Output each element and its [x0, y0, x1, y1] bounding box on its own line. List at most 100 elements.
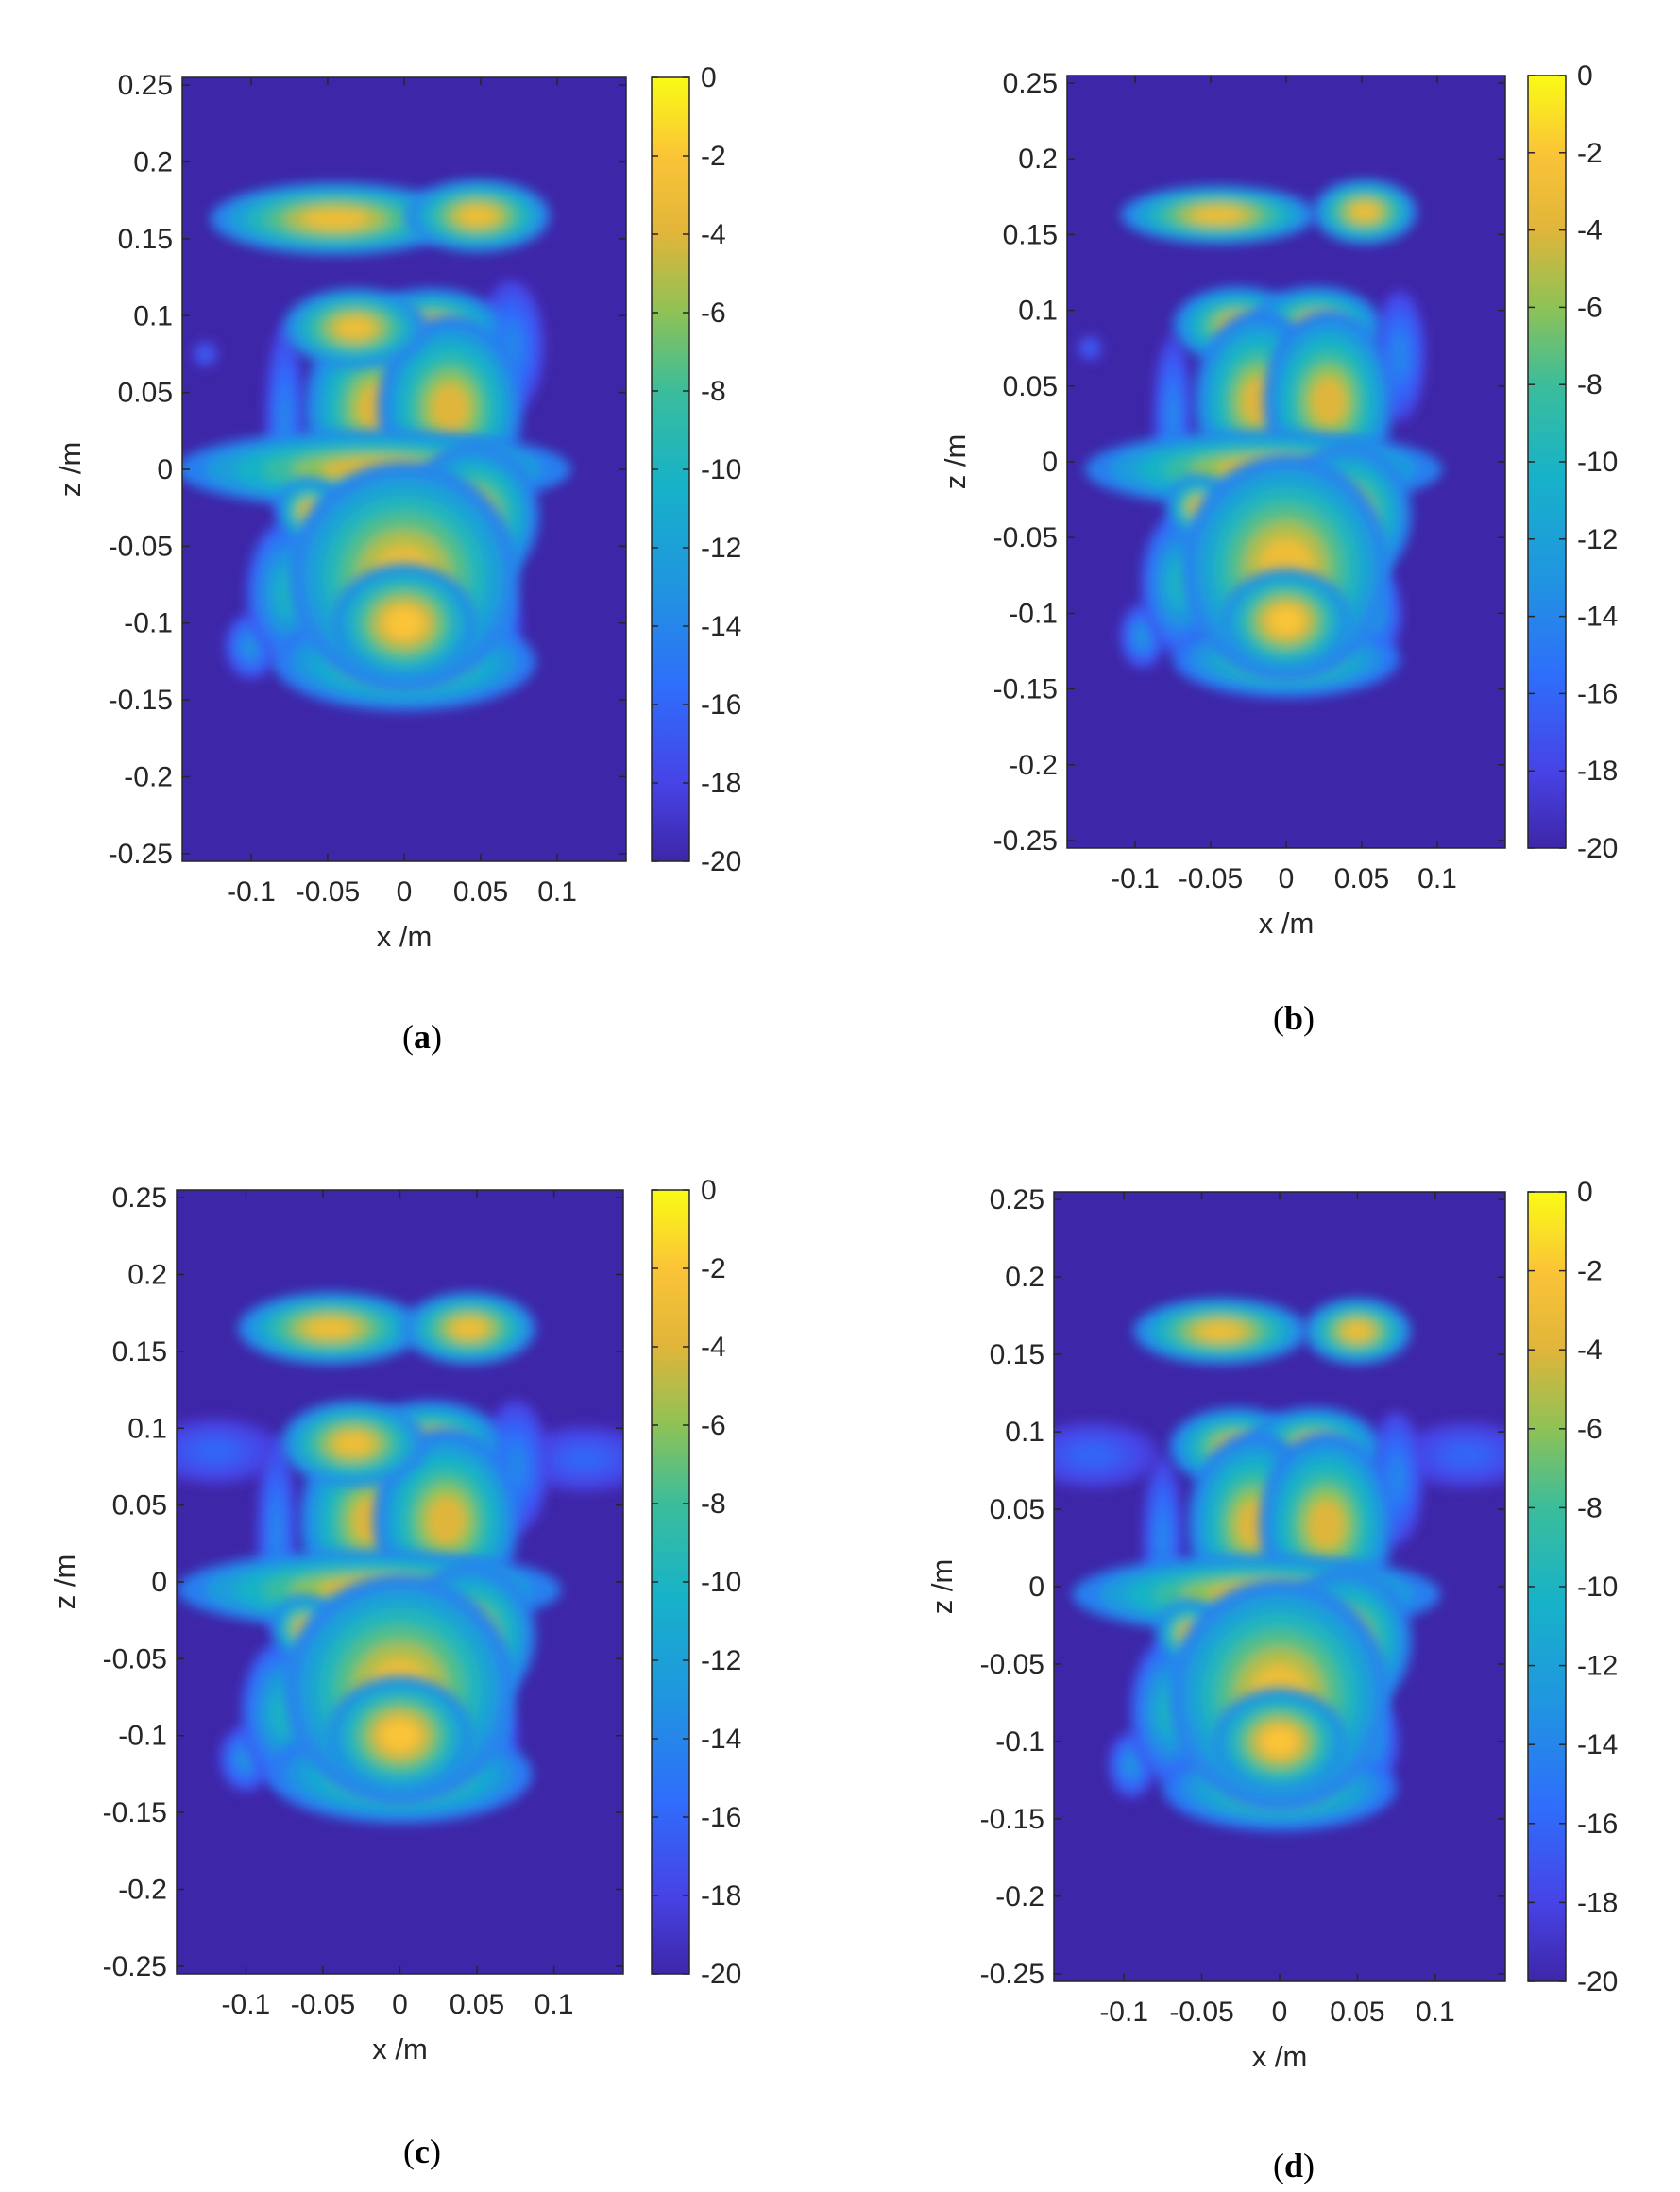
x-tick-label: 0 [1279, 863, 1295, 894]
heatmap-blob [1399, 1421, 1505, 1488]
y-tick-label: 0.15 [118, 224, 173, 255]
y-tick-label: -0.1 [995, 1726, 1044, 1758]
y-tick-label: -0.15 [980, 1804, 1044, 1835]
colorbar-tick-label: -6 [701, 297, 726, 329]
colorbar-tick-label: -16 [701, 689, 741, 721]
heatmap-cell [431, 383, 469, 433]
y-tick-label: 0.2 [1018, 144, 1058, 175]
heatmap-blob [405, 178, 551, 252]
panel-caption: (a) [402, 1018, 442, 1056]
colorbar-tick-label: -10 [1577, 447, 1618, 478]
heatmap-blob [1221, 569, 1351, 673]
x-tick-label: -0.1 [1111, 863, 1160, 894]
y-tick-label: 0.05 [990, 1494, 1044, 1525]
heatmap-cell [1262, 1727, 1298, 1756]
colorbar-tick-label: -2 [1577, 1256, 1603, 1287]
y-tick-label: 0 [157, 454, 173, 485]
heatmap-cell [1125, 1756, 1138, 1774]
colorbar-tick-label: -6 [1577, 292, 1603, 323]
heatmap-blob [177, 1418, 281, 1485]
heatmap-cell [458, 206, 497, 226]
y-axis-label: z /m [939, 434, 972, 490]
heatmap-cell [201, 350, 209, 358]
colorbar-tick-label: -2 [701, 1253, 726, 1284]
colorbar-tick-label: -6 [1577, 1414, 1603, 1445]
y-axis-label: z /m [48, 1555, 81, 1610]
colorbar-tick-label: -16 [1577, 678, 1618, 709]
y-tick-label: 0.25 [118, 70, 173, 101]
colorbar-tick-label: -20 [701, 1959, 741, 1990]
heatmap-cell [1343, 1322, 1372, 1340]
colorbar-tick-label: -16 [701, 1802, 741, 1833]
x-tick-label: 0.05 [1330, 1997, 1384, 2028]
heatmap-cell [451, 1318, 487, 1338]
y-tick-label: 0.2 [133, 147, 173, 178]
x-tick-label: -0.1 [222, 1989, 271, 2020]
y-tick-label: 0.25 [1003, 68, 1058, 99]
heatmap-blob [1264, 310, 1394, 493]
heatmap-blob [327, 1675, 473, 1795]
heatmap-layer [182, 178, 571, 711]
colorbar-tick-label: -20 [701, 846, 741, 877]
heatmap-cell [1086, 345, 1094, 352]
y-tick-label: 0.1 [1005, 1417, 1044, 1448]
heatmap-layer [177, 1291, 623, 1824]
colorbar-tick-label: -4 [701, 1332, 726, 1363]
heatmap-cell [506, 1449, 525, 1485]
x-axis-label: x /m [1259, 907, 1315, 940]
colorbar-tick-label: -14 [1577, 1729, 1618, 1760]
y-tick-label: -0.25 [103, 1951, 167, 1982]
colorbar-tick-label: -14 [701, 1724, 741, 1755]
heatmap-cell [1192, 207, 1245, 223]
heatmap-layer [1054, 1298, 1505, 1831]
heatmap-cell [1167, 395, 1179, 438]
heatmap-cell [244, 637, 259, 655]
y-tick-label: -0.2 [124, 761, 173, 792]
x-tick-label: -0.05 [1169, 1997, 1233, 2028]
y-tick-label: 0.1 [127, 1413, 167, 1444]
x-tick-label: 0.05 [453, 876, 508, 908]
heatmap-cell [1350, 203, 1379, 221]
x-tick-label: 0.1 [1416, 1997, 1455, 2028]
heatmap-blob [1077, 334, 1103, 362]
y-tick-label: 0.05 [1003, 371, 1058, 402]
heatmap-cell [1449, 1446, 1485, 1464]
heatmap-cell [567, 1450, 602, 1469]
colorbar-tick-label: -10 [1577, 1572, 1618, 1603]
colorbar-tick-label: -2 [1577, 138, 1603, 169]
colorbar-tick-label: -4 [1577, 215, 1603, 246]
heatmap-cell [197, 1442, 233, 1460]
y-axis-label: z /m [925, 1559, 959, 1615]
y-tick-label: -0.25 [980, 1959, 1044, 1990]
y-tick-label: 0.05 [112, 1490, 167, 1521]
colorbar-tick-label: -6 [701, 1410, 726, 1441]
heatmap-cell [306, 1318, 355, 1338]
y-tick-label: -0.15 [993, 674, 1058, 705]
heatmap-blob [1213, 1688, 1347, 1795]
x-axis-label: x /m [377, 920, 433, 953]
x-tick-label: 0.1 [537, 876, 577, 908]
x-tick-label: 0.05 [450, 1989, 504, 2020]
y-tick-label: 0 [151, 1567, 167, 1598]
heatmap-blob [331, 563, 477, 683]
colorbar-tick-label: -18 [701, 1880, 741, 1912]
colorbar-tick-label: -8 [701, 1488, 726, 1520]
x-tick-label: -0.05 [1179, 863, 1243, 894]
y-tick-label: -0.2 [1009, 750, 1058, 781]
colorbar-tick-label: -18 [701, 768, 741, 799]
x-tick-label: 0.1 [1417, 863, 1457, 894]
x-tick-label: -0.05 [291, 1989, 355, 2020]
heatmap-cell [1392, 338, 1407, 373]
colorbar-tick-label: -4 [701, 219, 726, 250]
heatmap-blob [1120, 185, 1316, 245]
heatmap-blob [280, 1401, 427, 1487]
y-tick-label: -0.1 [124, 608, 173, 639]
y-tick-label: -0.05 [109, 531, 173, 562]
x-tick-label: 0.05 [1334, 863, 1389, 894]
colorbar-tick-label: -12 [1577, 1651, 1618, 1682]
colorbar-tick-label: -20 [1577, 833, 1618, 864]
heatmap-cell [335, 317, 375, 339]
panel-c: 0.25 0.2 0.15 0.1 0.05 0 -0.05 -0.1 -0.15 -0.2 -0.… [48, 1175, 741, 2170]
heatmap-cell [1136, 627, 1149, 645]
heatmap-cell [1308, 1500, 1345, 1550]
